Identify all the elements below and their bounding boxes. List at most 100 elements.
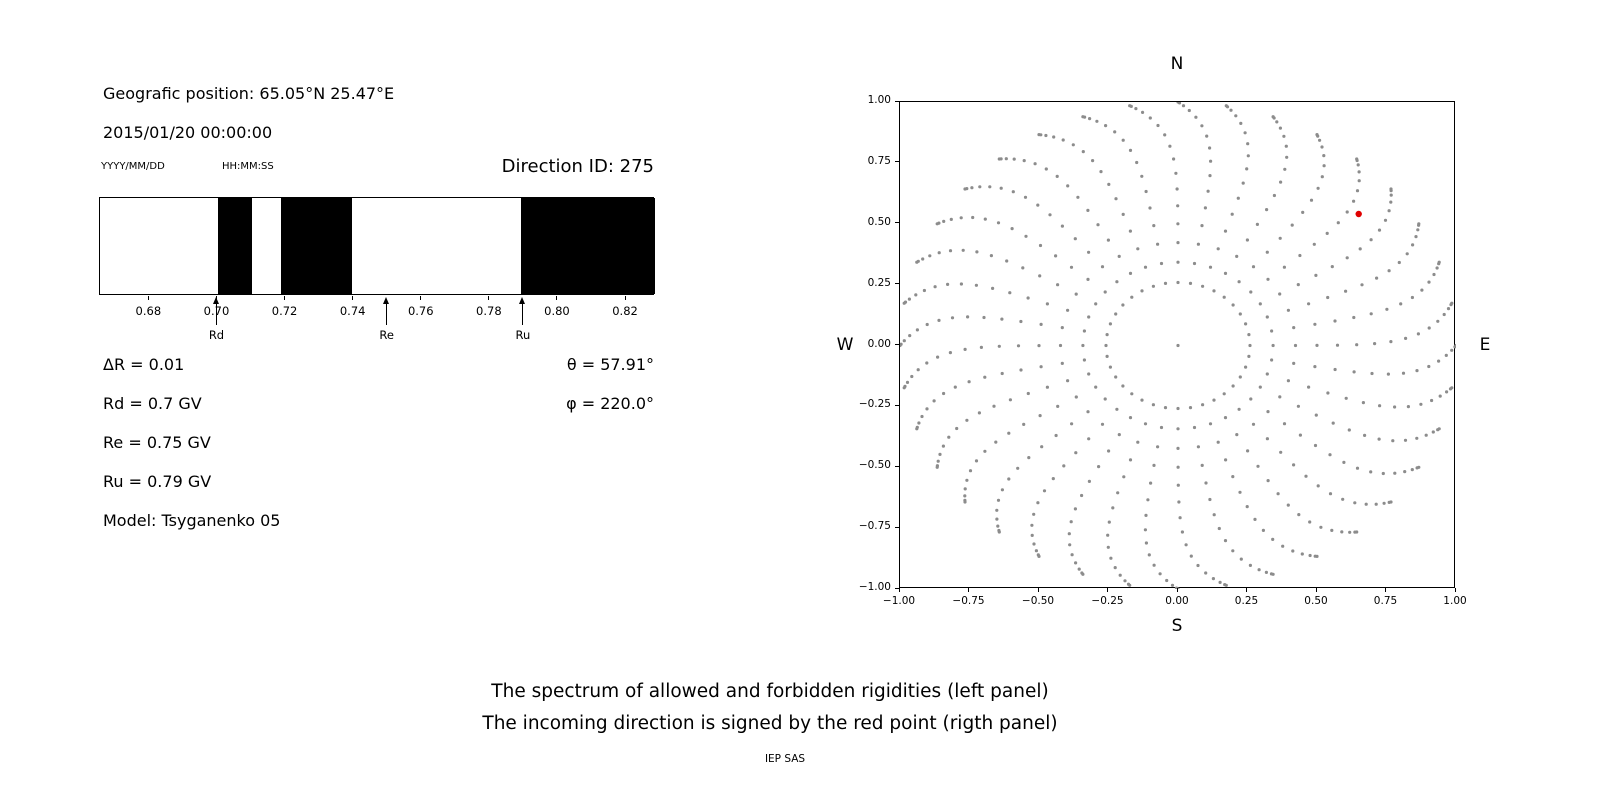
direction-grid-dot	[1249, 397, 1253, 401]
allowed-rigidity-band	[280, 198, 352, 294]
direction-grid-dot	[1143, 528, 1147, 532]
direction-grid-dot	[1070, 553, 1074, 557]
direction-grid-dot	[1420, 288, 1424, 292]
direction-grid-dot	[1176, 483, 1180, 487]
direction-grid-dot	[1296, 404, 1300, 408]
direction-grid-dot	[1026, 391, 1030, 396]
direction-grid-dot	[1026, 296, 1030, 300]
direction-grid-dot	[1107, 182, 1111, 186]
direction-grid-dot	[1292, 326, 1296, 330]
direction-grid-dot	[1069, 265, 1074, 269]
direction-grid-dot	[1115, 280, 1119, 284]
direction-grid-dot	[1007, 431, 1011, 435]
direction-grid-dot	[1377, 228, 1382, 232]
direction-grid-dot	[1404, 336, 1408, 340]
direction-grid-dot	[1116, 491, 1120, 495]
direction-grid-dot	[1212, 289, 1216, 293]
direction-grid-dot	[1086, 208, 1090, 212]
direction-grid-dot	[1282, 134, 1286, 138]
direction-grid-dot	[1151, 284, 1155, 288]
spectrum-tick-mark	[352, 296, 354, 300]
direction-grid-dot	[1000, 371, 1004, 376]
direction-grid-dot	[1364, 502, 1368, 506]
ru-cutoff-arrow-line	[522, 300, 524, 325]
direction-grid-dot	[1414, 235, 1418, 239]
direction-grid-dot	[1374, 502, 1378, 506]
direction-grid-dot	[1128, 458, 1133, 462]
scatter-y-tick-mark	[895, 526, 899, 528]
direction-grid-dot	[1278, 292, 1282, 296]
direction-grid-dot	[1104, 343, 1108, 348]
direction-grid-dot	[1275, 120, 1279, 124]
direction-grid-dot	[1355, 530, 1359, 534]
direction-grid-dot	[1077, 567, 1081, 571]
direction-grid-dot	[1238, 312, 1242, 316]
direction-grid-dot	[1052, 135, 1056, 139]
re-value: Re = 0.75 GV	[103, 433, 211, 452]
direction-grid-dot	[953, 385, 957, 389]
direction-grid-dot	[959, 282, 963, 286]
direction-grid-dot	[925, 322, 929, 327]
direction-grid-dot	[1330, 528, 1334, 532]
direction-grid-dot	[1201, 403, 1205, 407]
direction-grid-dot	[1071, 143, 1075, 147]
direction-grid-dot	[1286, 379, 1290, 383]
direction-grid-dot	[989, 254, 993, 258]
direction-grid-dot	[1136, 247, 1140, 251]
scatter-y-tick-label: 0.50	[867, 215, 891, 228]
direction-grid-dot	[925, 361, 929, 365]
direction-grid-dot	[1027, 456, 1031, 460]
direction-grid-dot	[937, 318, 941, 322]
direction-grid-dot	[1134, 107, 1138, 111]
ru-value: Ru = 0.79 GV	[103, 472, 212, 491]
direction-grid-dot	[1082, 329, 1086, 333]
spectrum-tick-mark	[420, 296, 422, 300]
direction-grid-dot	[1237, 407, 1241, 411]
direction-grid-dot	[1361, 401, 1365, 405]
direction-grid-dot	[908, 334, 912, 338]
scatter-x-tick-mark	[1315, 588, 1317, 592]
direction-grid-dot	[1415, 369, 1419, 373]
direction-grid-dot	[975, 250, 979, 254]
direction-grid-dot	[1246, 142, 1250, 146]
ru-cutoff-arrow-head	[519, 297, 526, 304]
direction-grid-dot	[959, 216, 963, 220]
direction-grid-dot	[1087, 250, 1091, 254]
direction-grid-dot	[1140, 174, 1144, 178]
direction-grid-dot	[1109, 556, 1113, 560]
spectrum-tick-label: 0.72	[271, 304, 298, 318]
direction-grid-dot	[1247, 354, 1251, 358]
direction-grid-dot	[1004, 157, 1008, 161]
direction-grid-dot	[1322, 164, 1326, 168]
allowed-rigidity-band	[217, 198, 252, 294]
direction-grid-dot	[1369, 470, 1373, 474]
direction-grid-dot	[1344, 396, 1348, 400]
direction-grid-dot	[1315, 554, 1319, 558]
direction-grid-dot	[1172, 157, 1176, 161]
spectrum-tick-mark	[556, 296, 558, 300]
direction-grid-dot	[1033, 162, 1037, 166]
spectrum-tick-mark	[624, 296, 626, 300]
scatter-y-tick-label: 1.00	[867, 94, 891, 106]
scatter-x-tick-mark	[1037, 588, 1039, 592]
direction-grid-dot	[1352, 315, 1356, 320]
direction-grid-dot	[1030, 523, 1034, 527]
direction-grid-dot	[1094, 385, 1098, 389]
direction-grid-dot	[1348, 530, 1352, 534]
direction-grid-dot	[1011, 190, 1015, 194]
re-cutoff-arrow-line	[386, 300, 388, 325]
direction-grid-dot	[1081, 343, 1085, 348]
spectrum-tick-mark	[488, 296, 490, 300]
direction-grid-dot	[1308, 553, 1312, 558]
direction-grid-dot	[1081, 572, 1085, 576]
direction-grid-dot	[1022, 159, 1026, 163]
direction-grid-dot	[992, 404, 996, 408]
direction-grid-dot	[1076, 195, 1080, 199]
scatter-y-tick-mark	[895, 100, 899, 102]
direction-grid-dot	[965, 418, 969, 422]
spectrum-tick-mark	[147, 296, 149, 300]
direction-grid-dot	[1266, 479, 1270, 483]
rd-cutoff-arrow-head	[212, 297, 219, 304]
direction-grid-dot	[1073, 237, 1077, 241]
